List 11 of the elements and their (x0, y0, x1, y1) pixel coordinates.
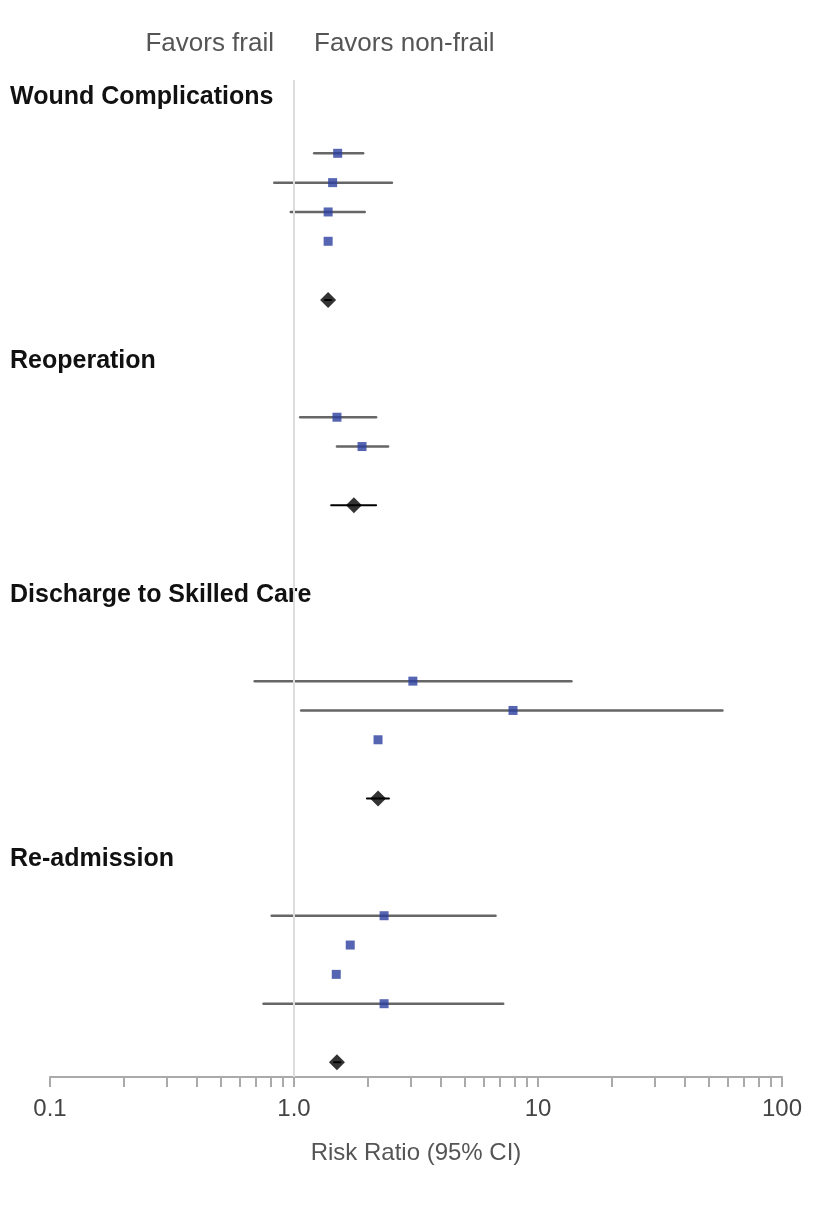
y-tick-label: Discharge to Skilled Care (10, 579, 312, 608)
x-tick-label: 1.0 (277, 1093, 311, 1121)
x-axis-title: Risk Ratio (95% CI) (310, 1137, 522, 1165)
y-tick-label: Wound Complications (10, 80, 274, 109)
text: Favors frail (145, 27, 274, 57)
y-tick-label: Reoperation (10, 344, 156, 373)
y-tick-label: Re-admission (10, 843, 174, 872)
x-tick-label: 100 (761, 1093, 803, 1121)
x-tick-label: 0.1 (33, 1093, 67, 1121)
text: Favors non-frail (314, 27, 495, 57)
x-tick-label: 10 (524, 1093, 552, 1121)
